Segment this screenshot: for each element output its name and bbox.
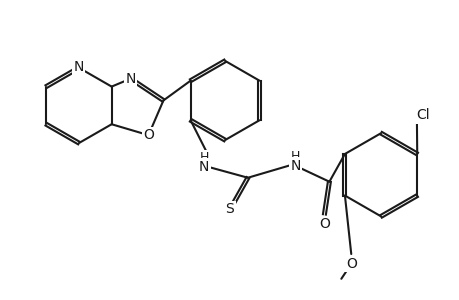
Text: N: N	[290, 159, 300, 173]
Text: S: S	[225, 202, 234, 216]
Text: H: H	[199, 152, 208, 164]
Text: N: N	[199, 160, 209, 174]
Text: O: O	[345, 257, 356, 271]
Text: N: N	[125, 72, 135, 86]
Text: O: O	[318, 217, 329, 231]
Text: H: H	[290, 150, 300, 164]
Text: N: N	[73, 60, 84, 74]
Text: Cl: Cl	[415, 108, 429, 122]
Text: O: O	[143, 128, 154, 142]
